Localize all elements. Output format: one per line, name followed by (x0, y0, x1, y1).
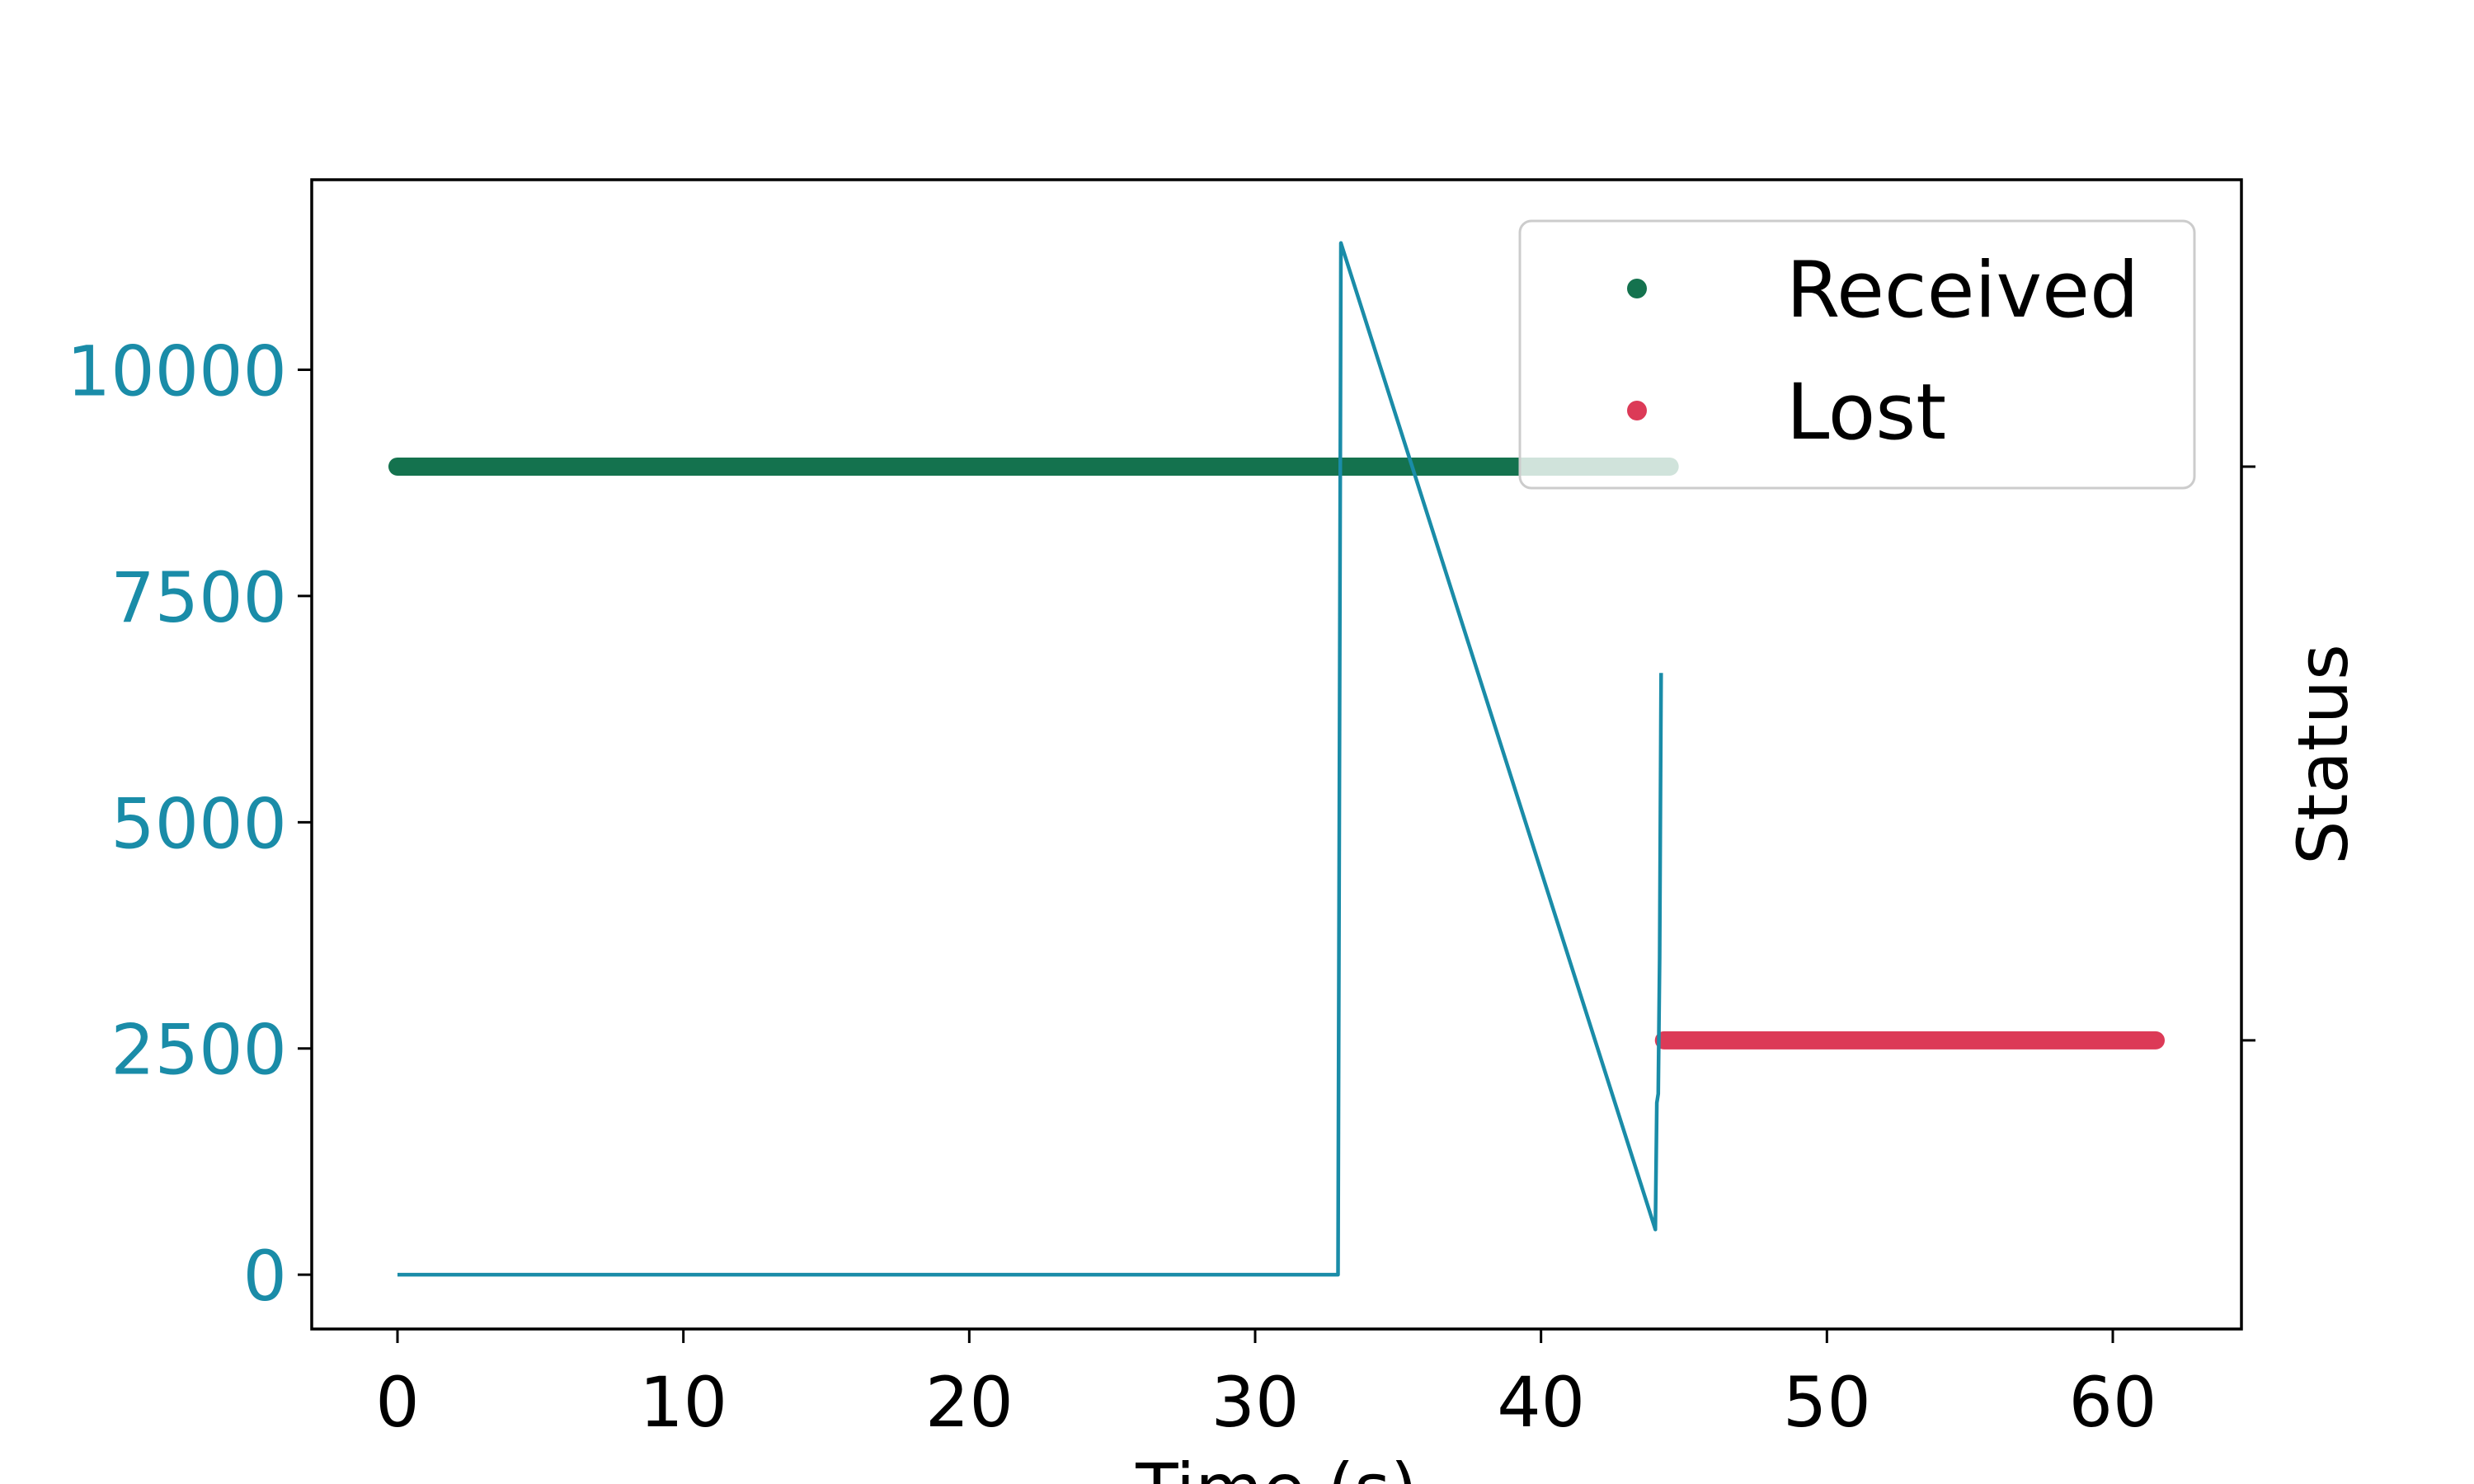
plot-frame (310, 178, 2243, 1331)
y-tick-label: 0 (243, 1236, 287, 1317)
x-axis-title: Time (s) (1135, 1449, 1418, 1484)
legend-label-received: Received (1786, 246, 2139, 336)
x-tick-label: 40 (1497, 1362, 1585, 1443)
y-tick-label: 7500 (111, 557, 287, 638)
legend-marker-received (1627, 279, 1647, 298)
series-line (397, 241, 1663, 1277)
x-tick-label: 60 (2069, 1362, 2157, 1443)
right-axis-title: Status (2283, 644, 2363, 865)
x-tick-label: 20 (925, 1362, 1014, 1443)
x-tick-label: 50 (1783, 1362, 1871, 1443)
axes: 0 10 20 30 40 50 60 0 2500 5000 7500 10000 (67, 178, 2255, 1443)
legend: Received Lost (1518, 219, 2196, 490)
y-tick-label: 5000 (111, 783, 287, 864)
x-tick-label: 0 (375, 1362, 419, 1443)
legend-marker-lost (1627, 401, 1647, 420)
plot-marks (388, 241, 2165, 1277)
y-tick-label: 10000 (67, 331, 287, 412)
x-tick-label: 10 (639, 1362, 727, 1443)
legend-box (1518, 219, 2196, 490)
y-tick-label: 2500 (111, 1010, 287, 1091)
x-tick-label: 30 (1211, 1362, 1300, 1443)
legend-label-lost: Lost (1786, 368, 1946, 458)
